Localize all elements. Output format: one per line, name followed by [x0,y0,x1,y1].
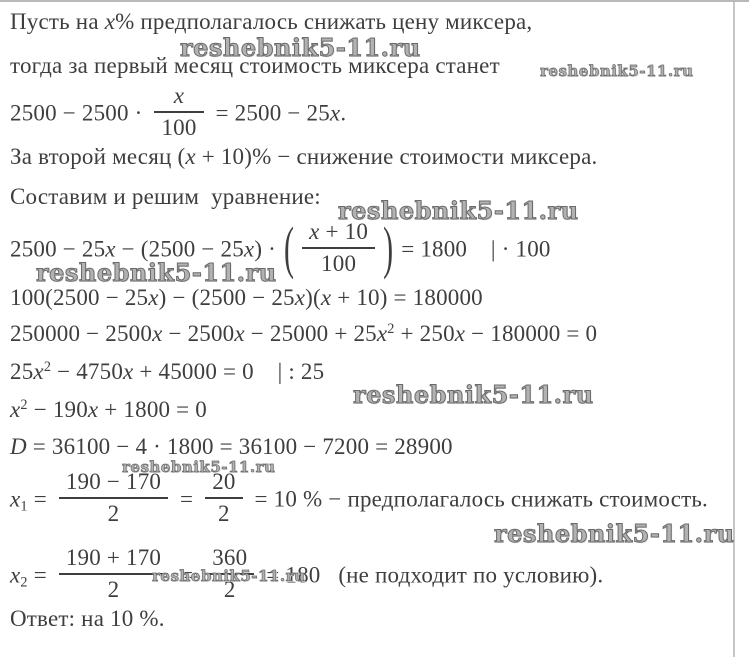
fraction-denominator: 2 [107,577,120,603]
fraction-numerator: 190 − 170 [58,469,169,500]
watermark: reshebnik5-11.ru [122,458,276,477]
watermark: reshebnik5-11.ru [152,567,306,586]
fraction-numerator: 20 [205,469,243,500]
equation-root-x1: x1 = 190 − 170 2 = 20 2 = 10 % − предполаг… [10,469,709,528]
watermark: reshebnik5-11.ru [494,519,735,549]
fraction-denominator: 2 [218,501,230,527]
statement-setup: Составим и решим уравнение: [10,184,321,209]
watermark: reshebnik5-11.ru [540,62,694,81]
fraction-numerator: 190 + 170 [58,545,169,576]
fraction: x + 10 100 [302,219,376,278]
fraction-numerator: x [154,83,204,114]
page-border-right [733,2,735,657]
watermark: reshebnik5-11.ru [180,33,421,63]
fraction-denominator: 100 [321,251,357,277]
statement-line-2: тогда за первый месяц стоимость миксера … [10,53,500,78]
equation-root-x2: x2 = 190 + 170 2 = 360 2 = 180 (не подходи… [10,545,604,604]
fraction-denominator: 100 [161,115,197,141]
fraction: 190 + 170 2 [58,545,169,604]
fraction: 190 − 170 2 [58,469,169,528]
equation-quadratic-25: 25x2 − 4750x + 45000 = 0 | : 25 [10,359,325,384]
fraction-denominator: 2 [223,577,236,603]
watermark: reshebnik5-11.ru [338,196,579,226]
equation-main: 2500 − 25x − (2500 − 25x) · (x + 10 100) … [10,216,551,281]
watermark: reshebnik5-11.ru [353,380,594,410]
fraction-numerator: x + 10 [302,219,376,250]
equation-quadratic-reduced: x2 − 190x + 1800 = 0 [10,397,207,422]
statement-line-1: Пусть на x% предполагалось снижать цену … [10,9,533,34]
fraction-numerator: 360 [205,545,255,576]
answer-line: Ответ: на 10 %. [10,606,165,631]
watermark: reshebnik5-11.ru [36,258,277,288]
big-parenthesis: ( [283,215,295,281]
statement-second-month: За второй месяц (x + 10)% − снижение сто… [10,144,598,169]
fraction: x 100 [154,83,204,142]
equation-first-month: 2500 − 2500 · x 100 = 2500 − 25x. [10,83,347,142]
equation-discriminant: D = 36100 − 4 · 1800 = 36100 − 7200 = 28… [10,434,453,459]
big-parenthesis: ) [383,215,394,281]
fraction-denominator: 2 [107,501,120,527]
fraction: 360 2 [205,545,255,604]
equation-expanded: 250000 − 2500x − 2500x − 25000 + 25x2 + … [10,321,598,346]
fraction: 20 2 [205,469,243,528]
equation-multiplied: 100(2500 − 25x) − (2500 − 25x)(x + 10) =… [10,285,483,310]
